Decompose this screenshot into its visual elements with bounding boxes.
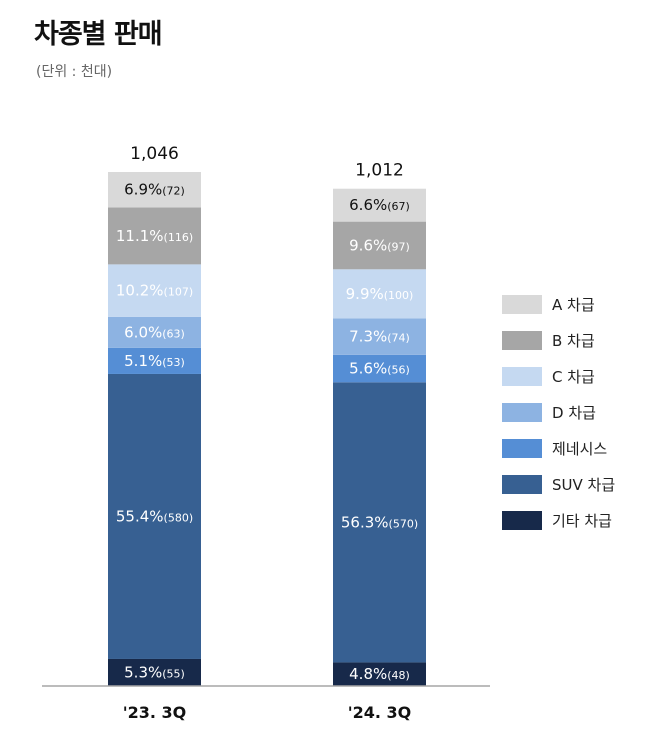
legend-item: A 차급 xyxy=(502,286,615,322)
data-label: 9.6%(97) xyxy=(349,236,410,254)
bar-segment xyxy=(333,188,426,222)
data-label: 5.3%(55) xyxy=(124,663,185,681)
total-label: 1,012 xyxy=(355,161,404,181)
bar-segment xyxy=(108,347,201,374)
data-label: 7.3%(74) xyxy=(349,328,410,346)
bar-segment xyxy=(333,221,426,270)
bar-segment xyxy=(333,269,426,319)
bar-segment xyxy=(108,316,201,348)
legend-swatch xyxy=(502,402,542,422)
data-label: 6.0%(63) xyxy=(124,323,185,341)
legend-item: D 차급 xyxy=(502,394,615,430)
legend-item: B 차급 xyxy=(502,322,615,358)
bar-segment xyxy=(108,171,201,208)
data-label: 55.4%(580) xyxy=(116,507,193,525)
legend-label: B 차급 xyxy=(552,331,595,350)
legend-label: SUV 차급 xyxy=(552,475,616,494)
legend-label: 제네시스 xyxy=(552,439,608,458)
legend-item: C 차급 xyxy=(502,358,615,394)
legend-label: D 차급 xyxy=(552,403,596,422)
legend-swatch xyxy=(502,438,542,458)
data-label: 5.6%(56) xyxy=(349,360,410,378)
bar-segment xyxy=(108,207,201,265)
x-tick-label: '23. 3Q xyxy=(123,703,187,722)
legend-swatch xyxy=(502,510,542,530)
data-label: 11.1%(116) xyxy=(116,227,193,245)
legend-item: SUV 차급 xyxy=(502,466,615,502)
data-label: 9.9%(100) xyxy=(346,285,414,303)
data-label: 5.1%(53) xyxy=(124,352,185,370)
x-tick-label: '24. 3Q xyxy=(348,703,412,722)
legend-label: C 차급 xyxy=(552,367,595,386)
legend-label: A 차급 xyxy=(552,295,595,314)
bar-segment xyxy=(108,264,201,317)
data-label: 10.2%(107) xyxy=(116,282,193,300)
data-label: 6.6%(67) xyxy=(349,196,410,214)
total-label: 1,046 xyxy=(130,144,179,164)
legend-swatch xyxy=(502,330,542,350)
bar-segment xyxy=(108,658,201,686)
bar-segment xyxy=(333,354,426,383)
legend-swatch xyxy=(502,474,542,494)
unit-note: (단위 : 천대) xyxy=(36,64,113,80)
legend-item: 제네시스 xyxy=(502,430,615,466)
data-label: 6.9%(72) xyxy=(124,181,185,199)
bar-segment xyxy=(108,373,201,659)
data-label: 56.3%(570) xyxy=(341,513,418,531)
legend-swatch xyxy=(502,366,542,386)
bar-segment xyxy=(333,318,426,355)
legend-swatch xyxy=(502,294,542,314)
legend-label: 기타 차급 xyxy=(552,511,612,530)
bar-segment xyxy=(333,662,426,686)
bar-segment xyxy=(333,382,426,663)
data-label: 4.8%(48) xyxy=(349,665,410,683)
legend-item: 기타 차급 xyxy=(502,502,615,538)
chart-title: 차종별 판매 xyxy=(34,19,163,50)
